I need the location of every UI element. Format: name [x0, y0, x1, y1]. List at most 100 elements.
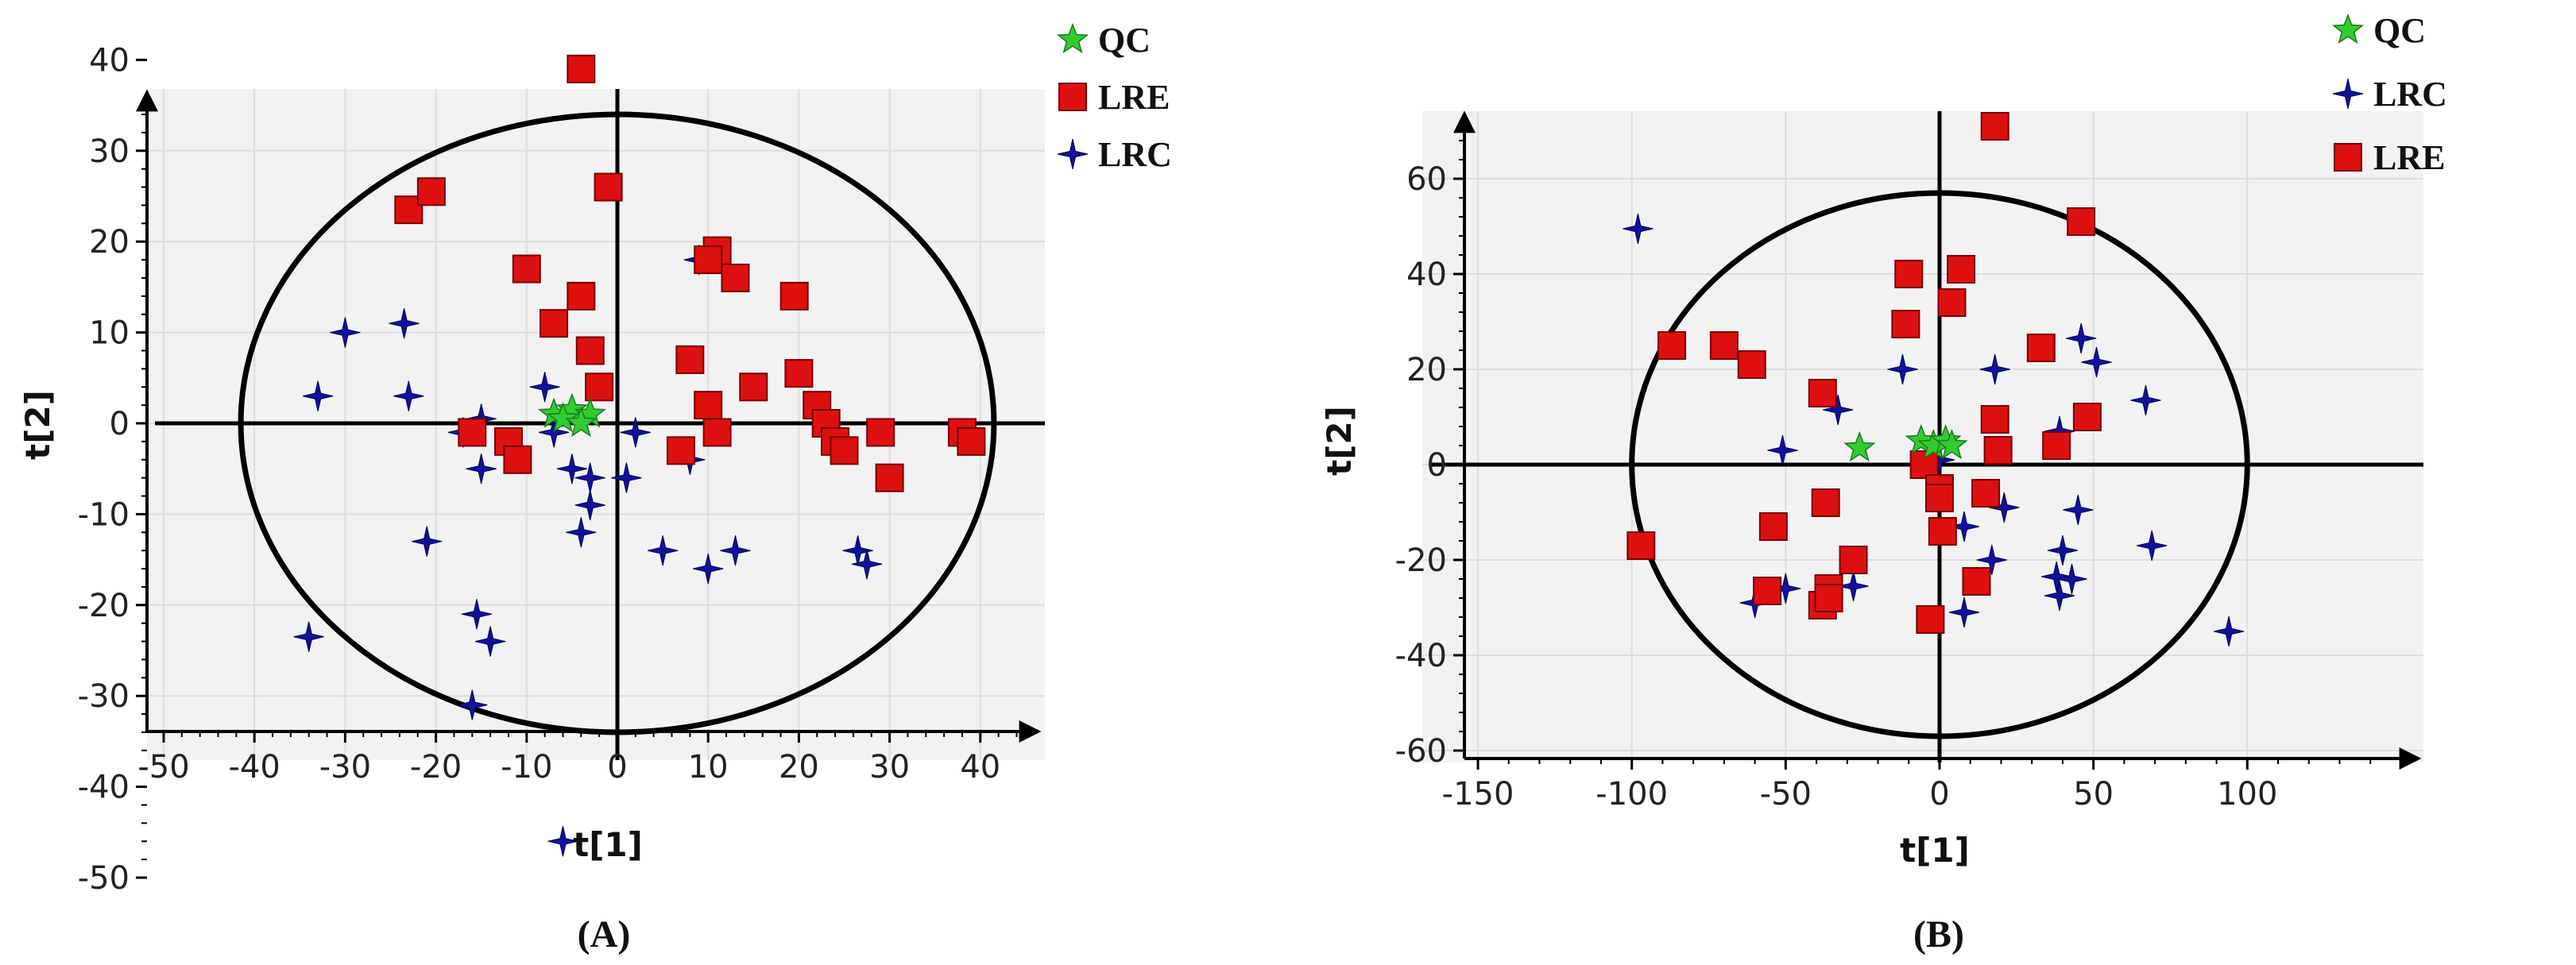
point-lre — [1947, 255, 1976, 284]
point-lre — [1709, 331, 1739, 360]
point-lre — [702, 418, 732, 447]
legend-lrc-label: LRC — [2373, 75, 2447, 114]
y-axis-title-a: t[2] — [18, 390, 57, 460]
legend-lrc-marker — [1057, 138, 1089, 170]
point-lre — [721, 263, 750, 292]
y-tick-label: 10 — [89, 315, 130, 352]
data-points-b — [1623, 112, 2245, 647]
point-lrc — [457, 689, 488, 720]
point-lrc — [1948, 596, 1980, 628]
point-lrc — [1623, 213, 1654, 245]
point-lre — [1909, 450, 1939, 479]
point-lrc — [851, 549, 883, 580]
point-lre — [1737, 350, 1766, 379]
x-tick-label: -10 — [501, 749, 552, 786]
point-lre — [1971, 479, 2001, 508]
y-tick-label: -60 — [1395, 733, 1447, 770]
point-lre — [739, 372, 768, 402]
point-lre — [1758, 512, 1788, 541]
y-tick-label: 30 — [89, 133, 130, 170]
y-tick-label: -40 — [78, 770, 130, 806]
point-lrc — [538, 417, 570, 448]
point-lre — [1980, 112, 2009, 141]
x-tick-label: 40 — [960, 749, 1000, 786]
point-qc — [1936, 428, 1968, 460]
ticks-a: -50 -40 -30 -20 -10 0 10 20 30 40-50-40-30-20-100… — [78, 42, 1018, 897]
point-lre — [1626, 531, 1656, 560]
point-lrc — [1887, 353, 1918, 385]
point-lre — [1811, 488, 1840, 517]
point-lre — [694, 245, 723, 275]
point-lre — [1891, 310, 1920, 338]
point-lrc — [2041, 561, 2072, 593]
point-qc — [1843, 430, 1876, 462]
y-tick-label: 20 — [89, 224, 130, 261]
point-lre — [2067, 207, 2096, 236]
y-tick-label: 60 — [1406, 161, 1447, 198]
point-lrc — [529, 372, 560, 403]
point-lre — [1980, 405, 2009, 434]
legend-lre-label: LRE — [2373, 138, 2445, 177]
point-lre — [1808, 379, 1837, 407]
data-points-a — [293, 54, 986, 857]
x-tick-label: -20 — [410, 749, 462, 786]
x-tick-label: 20 — [779, 749, 819, 786]
x-axis-title-b: t[1] — [1900, 831, 1970, 870]
point-lre — [2042, 431, 2071, 460]
point-lrc — [2063, 494, 2094, 526]
point-lre — [1839, 546, 1868, 574]
point-lrc — [1948, 511, 1980, 542]
y-tick-label: -10 — [78, 496, 130, 533]
point-lre — [585, 372, 614, 402]
point-lre — [675, 345, 705, 374]
x-tick-label: 30 — [869, 749, 910, 786]
point-lre — [1983, 436, 2013, 465]
x-tick-label: -150 — [1442, 776, 1514, 813]
point-lre — [2026, 334, 2056, 362]
point-lre — [666, 436, 695, 465]
point-lre — [830, 436, 859, 465]
legend-qc-label: QC — [1098, 21, 1151, 60]
legend-lre-marker — [2334, 143, 2362, 172]
point-lrc — [1767, 434, 1798, 466]
point-lre — [957, 427, 986, 456]
point-lrc — [2056, 563, 2087, 595]
ticks-b: -150 -100 -50 0 50 100 -60 -40 -20 0 20 40 60 — [1395, 140, 2402, 813]
point-lrc — [474, 626, 506, 657]
y-tick-label: 0 — [1427, 447, 1447, 484]
point-lrc — [293, 621, 324, 652]
point-lrc — [412, 526, 443, 557]
legend-a: QC LRE LRC — [1056, 21, 1172, 174]
point-lrc — [2066, 322, 2097, 354]
point-lrc — [2213, 616, 2245, 647]
point-lrc — [1838, 570, 1869, 602]
x-tick-label: -100 — [1595, 776, 1668, 813]
legend-lre-label: LRE — [1098, 78, 1170, 117]
y-tick-label: 40 — [1406, 257, 1447, 293]
point-lrc — [611, 462, 642, 493]
point-lrc — [1976, 544, 2007, 576]
point-lrc — [647, 535, 679, 566]
chart-panel-b: -150 -100 -50 0 50 100 -60 -40 -20 0 20 40 60 t[1] t… — [1320, 11, 2447, 955]
point-lrc — [566, 517, 597, 548]
point-lrc — [574, 489, 605, 521]
x-tick-label: -30 — [319, 749, 371, 786]
y-tick-label: -50 — [78, 860, 130, 897]
point-lre — [784, 359, 814, 388]
point-lrc — [461, 599, 493, 630]
legend-qc-marker — [1056, 22, 1089, 54]
point-qc — [547, 402, 579, 433]
point-lre — [1894, 260, 1924, 288]
x-tick-label: 50 — [2073, 776, 2114, 813]
point-lrc — [2081, 346, 2112, 378]
point-lrc — [330, 317, 361, 348]
chart-panel-a: -50 -40 -30 -20 -10 0 10 20 30 40-50-40-30-20-100… — [18, 21, 1172, 955]
point-lre — [1916, 605, 1945, 634]
point-lre — [1657, 331, 1687, 360]
point-lrc — [2137, 530, 2168, 562]
x-tick-label: 100 — [2217, 776, 2277, 813]
point-lre — [1753, 577, 1782, 605]
panel-label-a: (A) — [578, 913, 631, 955]
y-tick-label: 40 — [89, 42, 130, 79]
point-lre — [875, 463, 904, 492]
